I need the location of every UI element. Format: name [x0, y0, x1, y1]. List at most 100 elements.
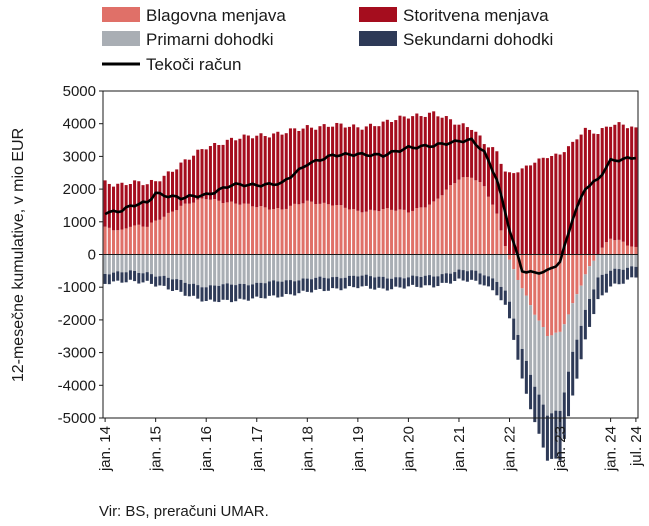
bar-goods [179, 205, 183, 255]
bar-primary-income [550, 335, 554, 414]
bar-primary-income [251, 254, 255, 285]
bar-goods [276, 208, 280, 255]
bar-services [276, 131, 280, 209]
bar-goods [453, 183, 457, 255]
y-tick-label: 5000 [63, 83, 96, 100]
bar-goods [436, 198, 440, 255]
bar-secondary-income [116, 271, 120, 281]
bar-primary-income [440, 254, 444, 275]
bar-goods [112, 230, 116, 255]
bar-secondary-income [162, 275, 166, 286]
bar-primary-income [326, 254, 330, 279]
bar-secondary-income [411, 275, 415, 285]
bar-secondary-income [314, 277, 318, 290]
bar-services [179, 162, 183, 206]
bar-secondary-income [491, 278, 495, 291]
bar-primary-income [465, 254, 469, 272]
x-tick-label: jul. 24 [628, 426, 645, 467]
bar-secondary-income [192, 283, 196, 296]
bar-primary-income [158, 254, 162, 277]
bar-secondary-income [440, 274, 444, 283]
bar-services [246, 135, 250, 204]
bar-primary-income [229, 254, 233, 285]
bar-services [558, 154, 562, 255]
bar-secondary-income [263, 283, 267, 299]
bar-goods [310, 201, 314, 255]
bar-secondary-income [364, 274, 368, 286]
bar-services [423, 116, 427, 208]
bar-primary-income [503, 254, 507, 291]
bar-primary-income [322, 254, 326, 278]
bar-primary-income [533, 314, 537, 387]
bar-primary-income [398, 254, 402, 278]
bar-secondary-income [558, 410, 562, 461]
bar-services [436, 116, 440, 199]
bar-goods [444, 189, 448, 255]
bar-services [474, 131, 478, 181]
bar-primary-income [592, 260, 596, 290]
bar-primary-income [411, 254, 415, 276]
bar-goods [166, 212, 170, 255]
bar-primary-income [432, 254, 436, 277]
x-tick-label: jan. 17 [249, 426, 266, 472]
bar-secondary-income [617, 269, 621, 285]
y-tick-label: 4000 [63, 116, 96, 133]
bar-services [398, 115, 402, 210]
bar-secondary-income [103, 273, 107, 284]
bar-secondary-income [423, 275, 427, 286]
bar-secondary-income [520, 348, 524, 379]
bar-goods [238, 204, 242, 255]
bar-secondary-income [512, 318, 516, 340]
bar-services [263, 136, 267, 208]
bar-goods [537, 254, 541, 321]
bar-services [221, 144, 225, 203]
bar-primary-income [449, 254, 453, 274]
y-tick-label: -2000 [58, 312, 96, 329]
bar-secondary-income [596, 277, 600, 300]
bar-primary-income [630, 254, 634, 267]
bar-services [196, 149, 200, 200]
bar-primary-income [588, 266, 592, 300]
bar-goods [331, 205, 335, 255]
bar-secondary-income [571, 351, 575, 396]
bar-primary-income [356, 254, 360, 277]
line-current-account [104, 137, 637, 275]
bar-services [588, 129, 592, 255]
bar-primary-income [604, 254, 608, 274]
bar-goods [217, 200, 221, 255]
bar-primary-income [402, 254, 406, 279]
bar-services [520, 168, 524, 255]
bar-primary-income [617, 254, 621, 270]
bar-primary-income [133, 254, 137, 271]
bar-goods [314, 204, 318, 255]
bar-goods [377, 211, 381, 255]
bar-primary-income [267, 254, 271, 282]
bar-secondary-income [272, 280, 276, 296]
bar-goods [225, 202, 229, 255]
bar-goods [128, 226, 132, 255]
bar-secondary-income [288, 280, 292, 295]
legend-swatch-goods [102, 7, 140, 22]
bar-goods [339, 205, 343, 255]
bar-services [373, 126, 377, 211]
bar-secondary-income [554, 410, 558, 459]
legend-swatch-services [359, 7, 397, 22]
bar-primary-income [495, 254, 499, 282]
bar-secondary-income [128, 270, 132, 280]
bar-goods [524, 254, 528, 296]
x-tick-label: jan. 21 [451, 426, 468, 472]
bar-goods [562, 254, 566, 325]
bar-secondary-income [322, 277, 326, 292]
bar-primary-income [112, 254, 116, 273]
bar-services [280, 134, 284, 210]
bar-secondary-income [550, 413, 554, 459]
bar-services [575, 139, 579, 255]
bar-primary-income [541, 327, 545, 405]
bar-secondary-income [149, 274, 153, 284]
bar-goods [368, 209, 373, 255]
bar-services [120, 182, 124, 230]
bar-secondary-income [486, 276, 490, 287]
plot-area [102, 90, 639, 461]
bar-goods [617, 239, 621, 255]
